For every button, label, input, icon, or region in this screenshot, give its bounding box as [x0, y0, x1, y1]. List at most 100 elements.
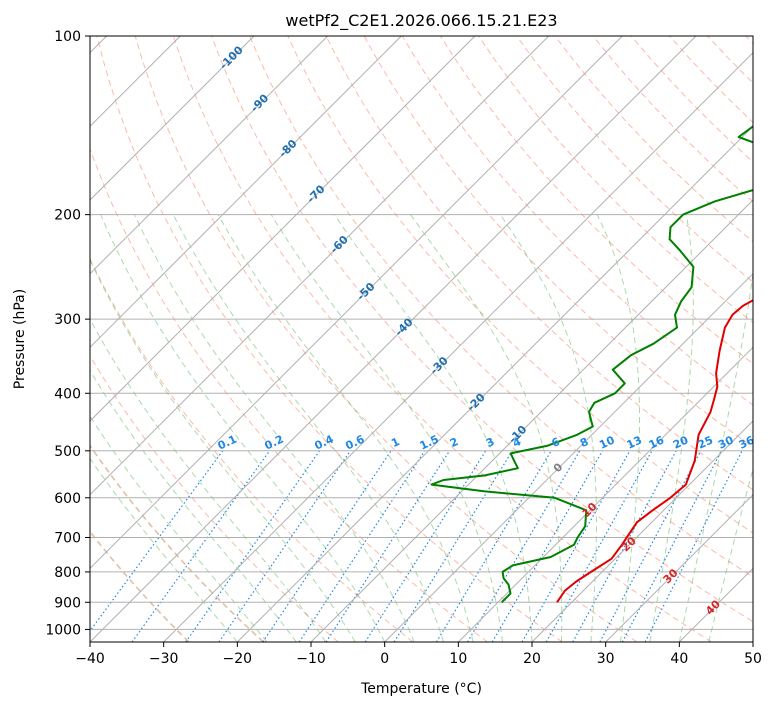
y-tick-label: 600: [54, 491, 81, 507]
dry-adiabat: [516, 36, 753, 283]
mixing-ratio-label: 2: [448, 435, 460, 450]
mixing-ratio-line: [185, 450, 321, 642]
dry-adiabat: [211, 36, 753, 623]
moist-adiabats: [90, 214, 753, 642]
mixing-ratio-line: [435, 450, 552, 642]
grid-lines: [90, 36, 753, 642]
isotherm-line: [384, 272, 753, 642]
x-tick-label: −10: [296, 651, 326, 667]
sounding-series: [430, 125, 753, 604]
dry-adiabat: [592, 36, 753, 203]
moist-adiabat: [90, 318, 327, 642]
mixing-ratio-line: [644, 450, 743, 642]
mixing-ratio-line: [491, 450, 603, 642]
moist-adiabat: [334, 214, 533, 642]
dry-adiabat: [134, 36, 638, 642]
x-tick-label: −20: [223, 651, 253, 667]
isotherm-line: [457, 346, 753, 642]
moist-adiabat: [134, 214, 415, 642]
isotherm-line: [90, 36, 329, 275]
moist-adiabat: [90, 369, 297, 642]
moist-adiabat: [217, 214, 474, 642]
moist-adiabat: [90, 457, 238, 642]
mixing-ratio-line: [325, 450, 451, 642]
mixing-ratio-line: [599, 450, 702, 642]
moist-adiabat: [90, 415, 268, 642]
dry-adiabats: [90, 36, 753, 642]
isotherm-line: [310, 199, 753, 642]
y-tick-label: 300: [54, 312, 81, 328]
plot-frame: [89, 35, 754, 643]
moist-adiabat: [499, 214, 597, 642]
dry-adiabat: [439, 36, 753, 365]
mixing-ratio-label: 36: [737, 433, 757, 451]
dry-adiabat: [325, 36, 753, 491]
mixing-ratio-line: [218, 450, 351, 642]
dry-adiabat: [172, 36, 712, 642]
mixing-ratio-label: 20: [671, 433, 691, 451]
mixing-ratio-line: [90, 450, 224, 632]
dewpoint-line: [430, 125, 753, 604]
isotherm-line: [678, 567, 753, 642]
isotherm-line: [90, 36, 402, 349]
moist-adiabat: [678, 269, 753, 642]
mixing-ratio-label: 30: [716, 433, 736, 451]
isotherm-line: [90, 36, 623, 570]
y-tick-label: 100: [54, 29, 81, 45]
mixing-ratio-lines: [90, 450, 743, 642]
isotherm-line: [90, 36, 476, 422]
moist-adiabat: [410, 214, 563, 642]
mixing-ratio-label: 1: [389, 435, 401, 450]
mixing-ratio-label: 0.1: [216, 433, 239, 453]
x-tick-label: −40: [75, 651, 105, 667]
x-axis: −40 −30 −20 −10 0 10 20 30 40 50: [75, 642, 762, 667]
isotherm-line: [163, 51, 753, 642]
y-tick-label: 800: [54, 565, 81, 581]
moist-adiabat: [649, 214, 694, 642]
mixing-ratio-line: [393, 450, 513, 642]
dry-adiabat: [90, 257, 414, 642]
mixing-ratio-label: 0.4: [313, 432, 336, 452]
isotherm-line: [90, 36, 255, 201]
x-axis-label: Temperature (°C): [360, 681, 482, 697]
chart-title: wetPf2_C2E1.2026.066.15.21.E23: [285, 11, 557, 31]
mixing-ratio-line: [131, 450, 271, 642]
y-tick-label: 400: [54, 386, 81, 402]
isotherm-line: [90, 36, 697, 642]
y-axis-label: Pressure (hPa): [12, 289, 28, 389]
mixing-ratio-label: 13: [625, 433, 644, 451]
y-tick-label: 700: [54, 531, 81, 547]
mixing-ratio-label: 0.6: [343, 432, 366, 452]
mixing-ratio-line: [572, 450, 677, 642]
dry-adiabat: [554, 36, 753, 243]
mixing-ratio-label: 25: [696, 433, 715, 451]
mixing-ratio-label: 3: [484, 435, 496, 450]
mixing-ratio-line: [364, 450, 487, 642]
x-tick-label: 50: [744, 651, 762, 667]
x-tick-label: −30: [149, 651, 179, 667]
y-tick-label: 500: [54, 444, 81, 460]
dry-adiabat: [707, 36, 753, 84]
dry-adiabat: [745, 36, 753, 45]
dry-adiabat: [90, 147, 488, 642]
moist-adiabat: [100, 214, 386, 642]
mixing-ratio-line: [521, 450, 631, 642]
mixing-ratio-label: 10: [597, 433, 617, 451]
moist-adiabat: [270, 214, 503, 642]
temperature-line: [556, 299, 753, 603]
mixing-ratio-line: [466, 450, 581, 642]
dry-adiabat: [90, 444, 265, 642]
y-tick-label: 200: [54, 208, 81, 224]
dry-adiabat: [90, 530, 190, 642]
moist-adiabat: [708, 466, 753, 642]
x-tick-label: 30: [597, 651, 615, 667]
dry-adiabat: [249, 36, 753, 578]
isotherm-line: [752, 641, 753, 642]
isotherm-line: [236, 125, 753, 642]
x-tick-label: 10: [449, 651, 467, 667]
isotherm-line: [531, 420, 753, 642]
dry-adiabat: [287, 36, 753, 534]
moist-adiabat: [172, 214, 445, 642]
